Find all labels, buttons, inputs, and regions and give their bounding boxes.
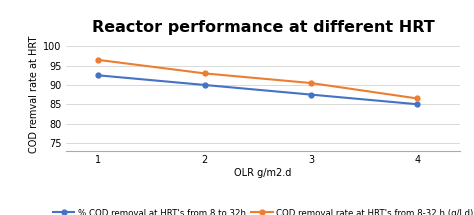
COD removal rate at HRT's from 8-32 h (g/l.d)	[95, 59, 101, 61]
X-axis label: OLR g/m2.d: OLR g/m2.d	[234, 168, 292, 178]
Line: COD removal rate at HRT's from 8-32 h (g/l.d): COD removal rate at HRT's from 8-32 h (g…	[96, 57, 419, 101]
% COD removal at HRT's from 8 to 32h	[414, 103, 420, 106]
% COD removal at HRT's from 8 to 32h	[202, 84, 208, 86]
Legend: % COD removal at HRT's from 8 to 32h, COD removal rate at HRT's from 8-32 h (g/l: % COD removal at HRT's from 8 to 32h, CO…	[49, 205, 474, 215]
COD removal rate at HRT's from 8-32 h (g/l.d)	[414, 97, 420, 100]
COD removal rate at HRT's from 8-32 h (g/l.d)	[308, 82, 314, 84]
% COD removal at HRT's from 8 to 32h	[308, 93, 314, 96]
COD removal rate at HRT's from 8-32 h (g/l.d)	[202, 72, 208, 75]
Title: Reactor performance at different HRT: Reactor performance at different HRT	[91, 20, 435, 35]
Line: % COD removal at HRT's from 8 to 32h: % COD removal at HRT's from 8 to 32h	[96, 73, 419, 107]
% COD removal at HRT's from 8 to 32h	[95, 74, 101, 77]
Y-axis label: COD remval rate at HRT: COD remval rate at HRT	[29, 36, 39, 153]
